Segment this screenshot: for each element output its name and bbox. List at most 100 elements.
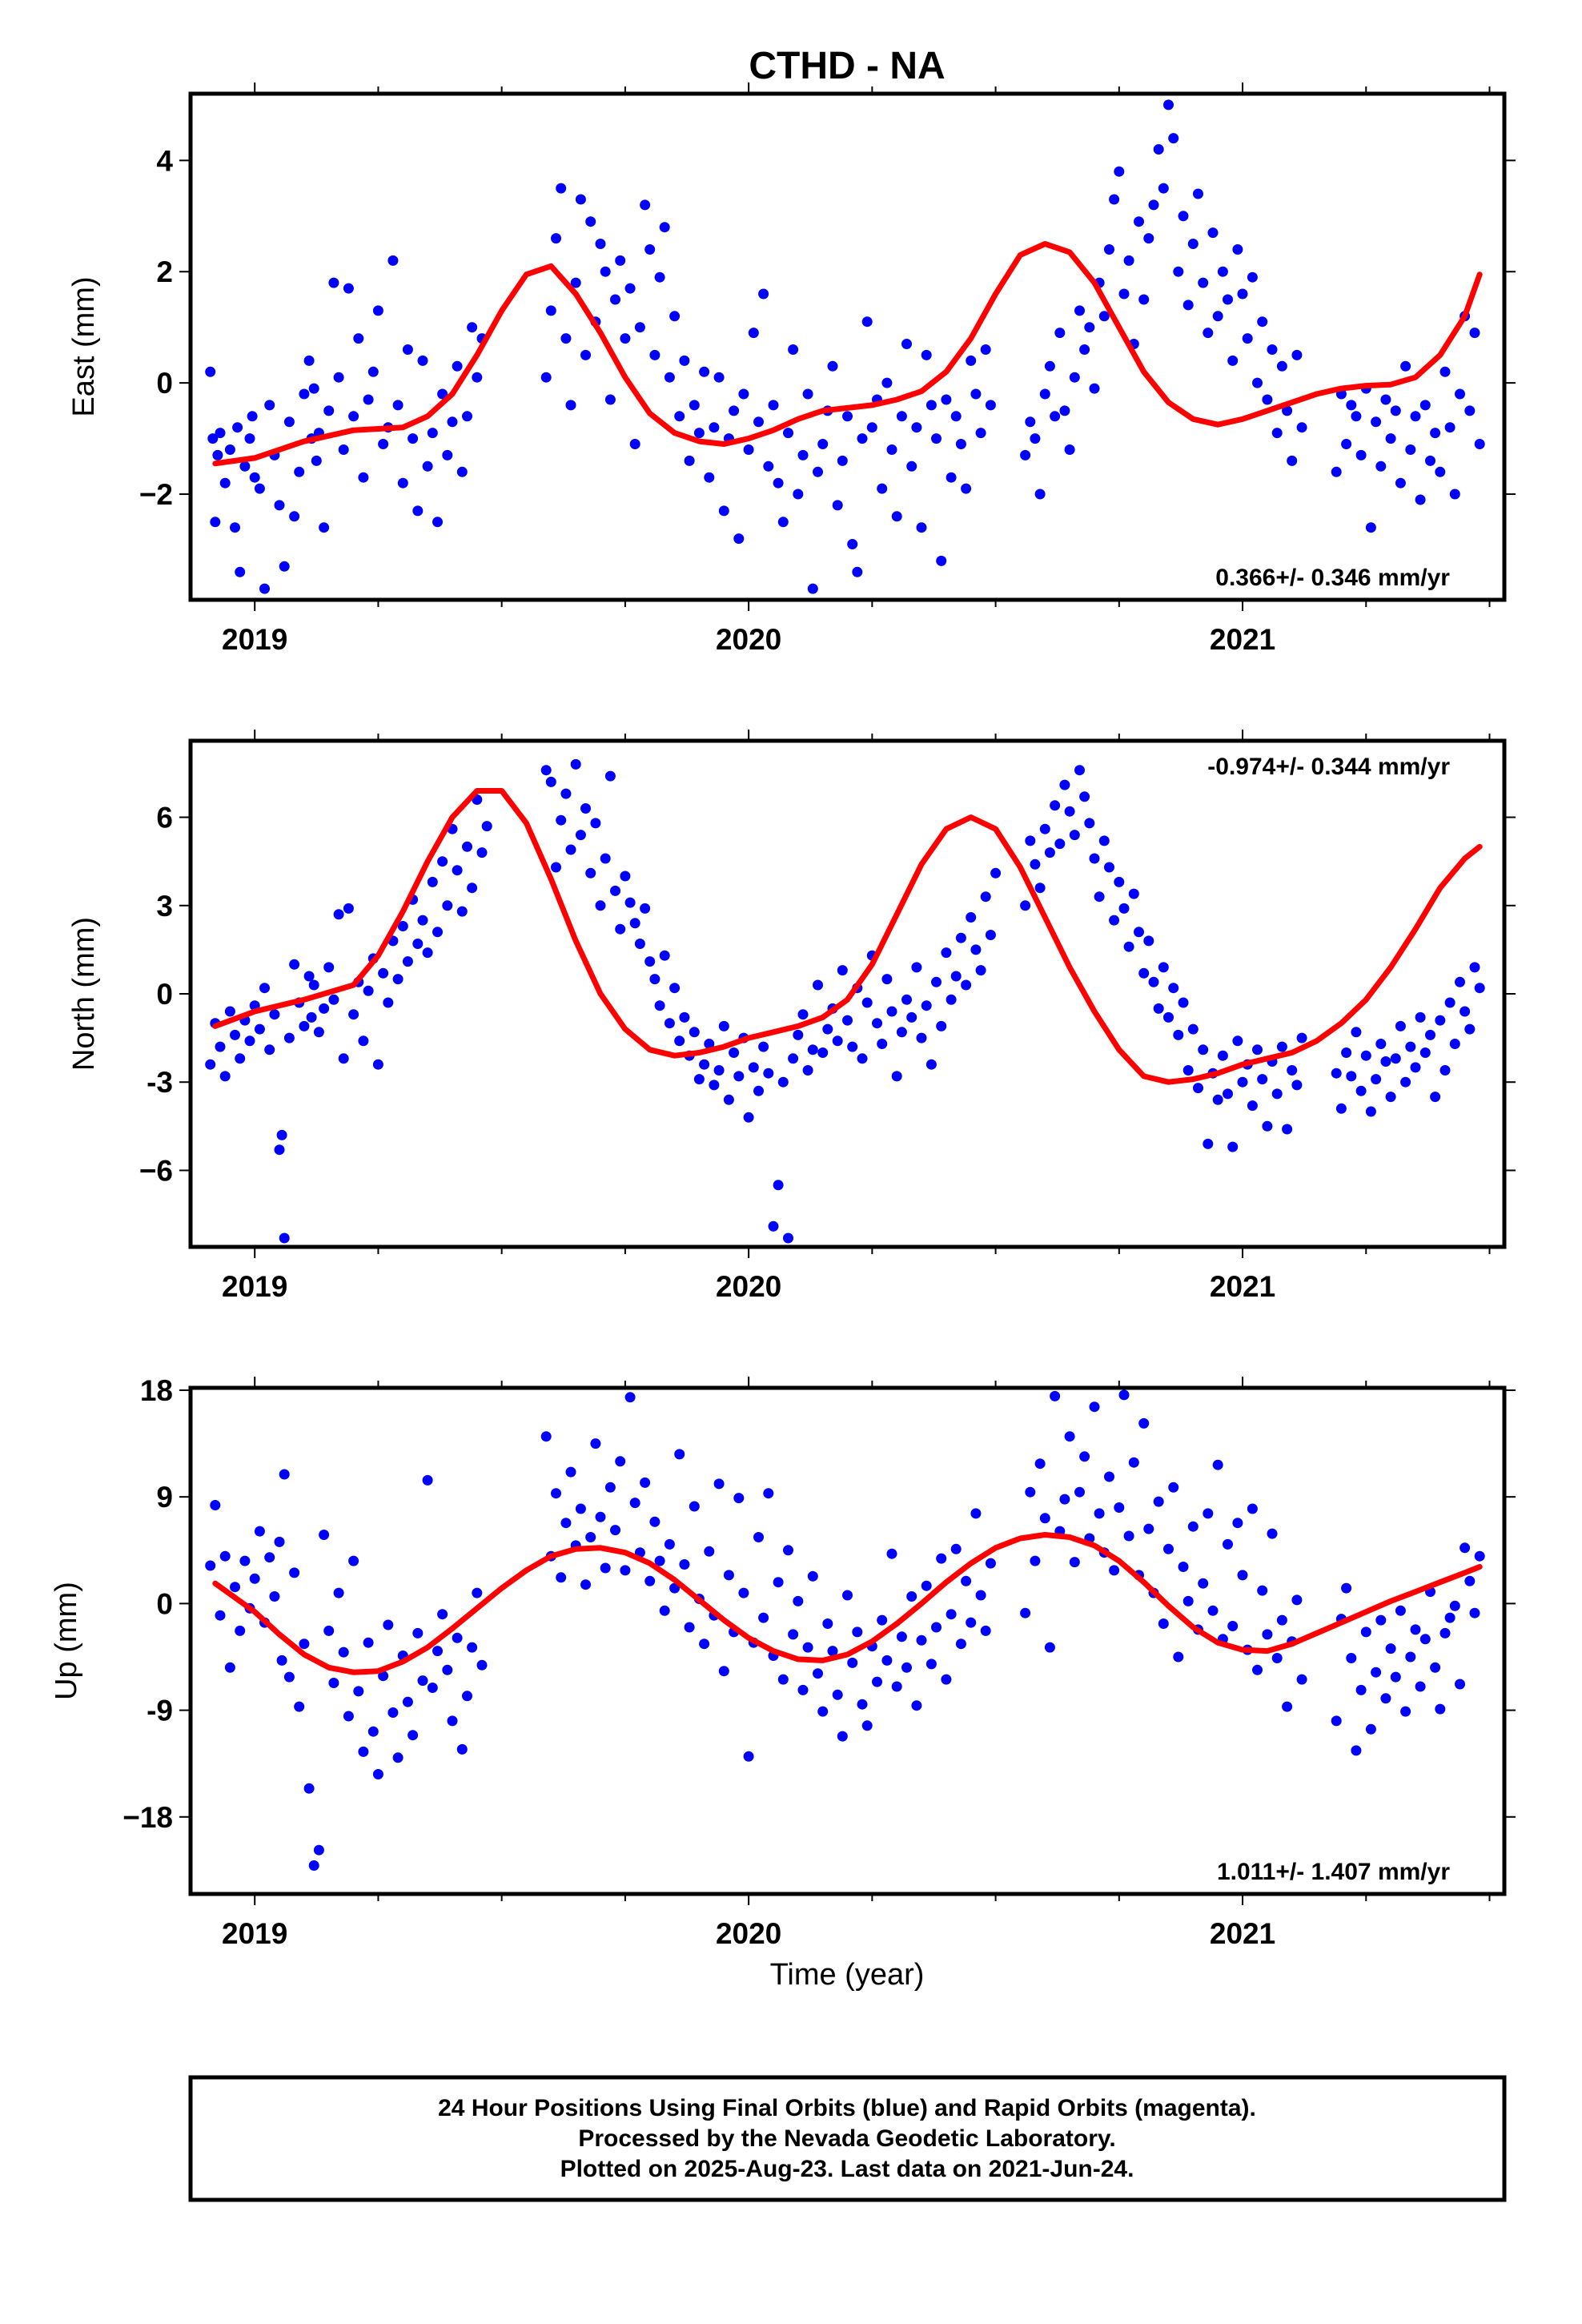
- data-point: [1287, 455, 1298, 466]
- data-point: [402, 344, 413, 355]
- data-point: [921, 1000, 932, 1011]
- data-point: [205, 1560, 216, 1571]
- data-point: [306, 1011, 317, 1023]
- data-point: [842, 1590, 853, 1601]
- data-point: [232, 422, 243, 433]
- x-tick-label: 2019: [222, 1270, 287, 1303]
- data-point: [311, 455, 322, 466]
- data-point: [758, 288, 769, 300]
- data-point: [634, 939, 645, 949]
- data-point: [1227, 1141, 1239, 1152]
- data-point: [693, 428, 705, 439]
- data-point: [600, 1562, 611, 1574]
- data-point: [1296, 1032, 1307, 1043]
- data-point: [664, 1018, 675, 1029]
- data-point: [758, 1041, 769, 1052]
- data-point: [1193, 188, 1203, 199]
- data-point: [881, 974, 893, 985]
- data-point: [570, 277, 581, 288]
- data-point: [219, 1550, 231, 1562]
- data-point: [1430, 1092, 1441, 1103]
- data-point: [659, 1605, 670, 1616]
- plot-frame: [188, 738, 1507, 1249]
- data-point: [877, 1614, 888, 1626]
- data-point: [1474, 439, 1485, 449]
- data-point: [230, 522, 240, 533]
- data-point: [1104, 244, 1114, 255]
- data-point: [308, 979, 319, 991]
- data-point: [372, 305, 383, 316]
- data-point: [966, 355, 977, 366]
- data-point: [936, 1553, 947, 1564]
- data-point: [674, 1035, 685, 1047]
- data-point: [961, 483, 972, 494]
- data-point: [723, 1570, 734, 1581]
- data-point: [1276, 360, 1287, 372]
- data-point: [1109, 194, 1120, 205]
- data-point: [793, 1029, 804, 1040]
- data-point: [1287, 1065, 1298, 1076]
- data-point: [215, 1610, 226, 1621]
- data-point: [1439, 1065, 1451, 1076]
- data-point: [392, 974, 404, 985]
- data-point: [565, 400, 576, 411]
- data-point: [1365, 1106, 1376, 1117]
- data-point: [397, 921, 408, 931]
- y-tick-label: 6: [156, 802, 173, 834]
- data-point: [447, 1715, 458, 1727]
- data-point: [1469, 328, 1480, 339]
- data-point: [289, 511, 300, 522]
- data-point: [1079, 791, 1090, 802]
- data-point: [269, 1009, 280, 1020]
- data-point: [847, 539, 858, 549]
- data-point: [1271, 428, 1283, 439]
- y-tick-label: 4: [156, 144, 173, 177]
- data-point: [950, 1543, 962, 1554]
- data-point: [950, 971, 962, 982]
- footer-line-1: 24 Hour Positions Using Final Orbits (bl…: [438, 2095, 1256, 2121]
- data-point: [333, 372, 344, 383]
- data-point: [1455, 1679, 1465, 1690]
- data-point: [313, 1027, 324, 1038]
- data-point: [773, 477, 784, 489]
- data-point: [1044, 1642, 1055, 1653]
- data-point: [303, 355, 315, 366]
- data-point: [1163, 1011, 1174, 1023]
- data-point: [1182, 300, 1194, 311]
- data-point: [556, 1572, 567, 1583]
- data-point: [432, 517, 443, 528]
- data-point: [807, 1044, 818, 1055]
- data-point: [1198, 1578, 1209, 1589]
- data-point: [689, 1501, 700, 1512]
- data-point: [1173, 1029, 1184, 1040]
- data-point: [333, 1587, 344, 1598]
- data-point: [970, 388, 982, 400]
- data-point: [891, 1681, 902, 1692]
- data-point: [1242, 333, 1253, 344]
- data-point: [1143, 1523, 1154, 1534]
- data-point: [219, 477, 231, 489]
- data-point: [970, 944, 982, 955]
- data-point: [906, 1011, 917, 1023]
- x-tick-label: 2021: [1210, 1917, 1275, 1950]
- data-point: [1034, 1458, 1046, 1470]
- data-point: [1365, 522, 1376, 533]
- data-point: [452, 1632, 463, 1643]
- data-point: [1074, 1486, 1085, 1498]
- data-point: [1415, 494, 1426, 505]
- up-panel: 2019 2020 2021 −18 -9 0 9 18 Up (mm) 1.011+/- 1.4…: [50, 1374, 1516, 1950]
- data-point: [1143, 233, 1154, 244]
- data-point: [1207, 1605, 1219, 1616]
- data-point: [797, 449, 809, 460]
- data-point: [367, 1726, 379, 1737]
- data-point: [1118, 1389, 1130, 1401]
- data-point: [827, 1646, 838, 1657]
- y-tick-label: 9: [156, 1481, 173, 1514]
- data-point: [906, 1591, 917, 1602]
- y-tick-label: 0: [156, 978, 173, 1011]
- data-point: [1182, 1595, 1194, 1606]
- data-point: [604, 770, 616, 782]
- data-point: [709, 1080, 720, 1091]
- data-point: [832, 1689, 843, 1700]
- data-point: [842, 1015, 853, 1026]
